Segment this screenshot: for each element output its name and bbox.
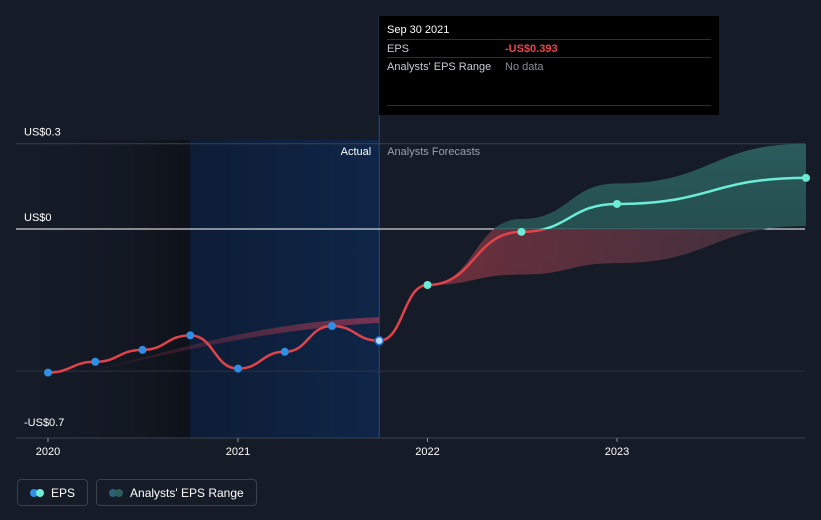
tooltip-range-value: No data bbox=[505, 60, 544, 73]
eps-forecast-line-positive bbox=[538, 176, 806, 229]
eps-actual-point bbox=[186, 331, 195, 340]
eps-forecast-point bbox=[517, 227, 526, 236]
past-shade bbox=[16, 140, 191, 438]
tooltip-eps-value: -US$0.393 bbox=[505, 42, 558, 55]
tooltip-range-label: Analysts' EPS Range bbox=[387, 60, 492, 73]
tooltip: Sep 30 2021 EPS -US$0.393 Analysts' EPS … bbox=[379, 16, 719, 115]
tooltip-row-range: Analysts' EPS Range No data bbox=[387, 57, 711, 75]
actual-section-label: Actual bbox=[341, 146, 372, 158]
tooltip-row-eps: EPS -US$0.393 bbox=[387, 39, 711, 57]
legend-eps-toggle[interactable]: EPS bbox=[17, 479, 89, 506]
eps-chart: US$0.3 US$0 -US$0.7 2020 2021 2022 2023 Actual A… bbox=[16, 16, 810, 458]
forecast-range-band-negative bbox=[427, 229, 766, 286]
eps-actual-point bbox=[44, 368, 52, 377]
tooltip-date: Sep 30 2021 bbox=[387, 24, 450, 36]
x-axis-label: 2021 bbox=[226, 446, 250, 458]
eps-forecast-line-negative bbox=[379, 229, 550, 342]
eps-forecast-point bbox=[423, 281, 432, 290]
band-layer bbox=[48, 143, 806, 380]
eps-actual-point bbox=[234, 364, 243, 373]
legend-eps-label: EPS bbox=[51, 485, 76, 500]
legend-range-toggle[interactable]: Analysts' EPS Range bbox=[96, 479, 257, 506]
eps-forecast-point bbox=[801, 173, 810, 182]
eps-forecast-point bbox=[613, 199, 621, 208]
line-layer bbox=[47, 176, 806, 374]
legend-range-label: Analysts' EPS Range bbox=[130, 485, 244, 500]
historic-trend-band bbox=[48, 317, 380, 380]
x-axis-label: 2022 bbox=[415, 446, 439, 458]
label-layer: US$0.3 US$0 -US$0.7 2020 2021 2022 2023 Actual A… bbox=[24, 127, 629, 458]
y-axis-label: US$0 bbox=[24, 212, 52, 224]
background-layer bbox=[16, 16, 380, 438]
forecast-section-label: Analysts Forecasts bbox=[387, 146, 480, 158]
eps-actual-point bbox=[280, 347, 289, 356]
eps-actual-point bbox=[138, 345, 147, 354]
eps-actual-line bbox=[47, 324, 380, 374]
eps-actual-point bbox=[327, 321, 336, 330]
y-axis-label: -US$0.7 bbox=[24, 417, 64, 429]
x-axis-label: 2020 bbox=[36, 446, 60, 458]
x-axis-label: 2023 bbox=[605, 446, 629, 458]
range-swatch-icon bbox=[109, 488, 124, 497]
tooltip-divider bbox=[387, 105, 711, 106]
eps-actual-point bbox=[91, 357, 100, 366]
tooltip-eps-label: EPS bbox=[387, 42, 410, 55]
legend: EPS Analysts' EPS Range bbox=[17, 479, 257, 506]
eps-swatch-icon bbox=[30, 488, 44, 497]
y-axis-label: US$0.3 bbox=[24, 127, 61, 139]
actual-region bbox=[190, 140, 380, 438]
point-layer bbox=[44, 173, 810, 377]
eps-actual-point bbox=[374, 335, 384, 346]
